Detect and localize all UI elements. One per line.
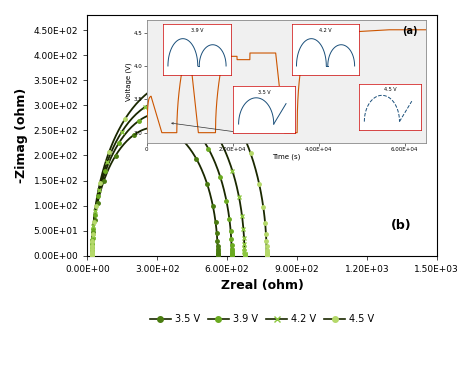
Y-axis label: -Zimag (ohm): -Zimag (ohm) (15, 88, 28, 183)
X-axis label: Zreal (ohm): Zreal (ohm) (220, 279, 303, 293)
Legend: 3.5 V, 3.9 V, 4.2 V, 4.5 V: 3.5 V, 3.9 V, 4.2 V, 4.5 V (146, 310, 378, 328)
Text: (b): (b) (391, 219, 412, 232)
